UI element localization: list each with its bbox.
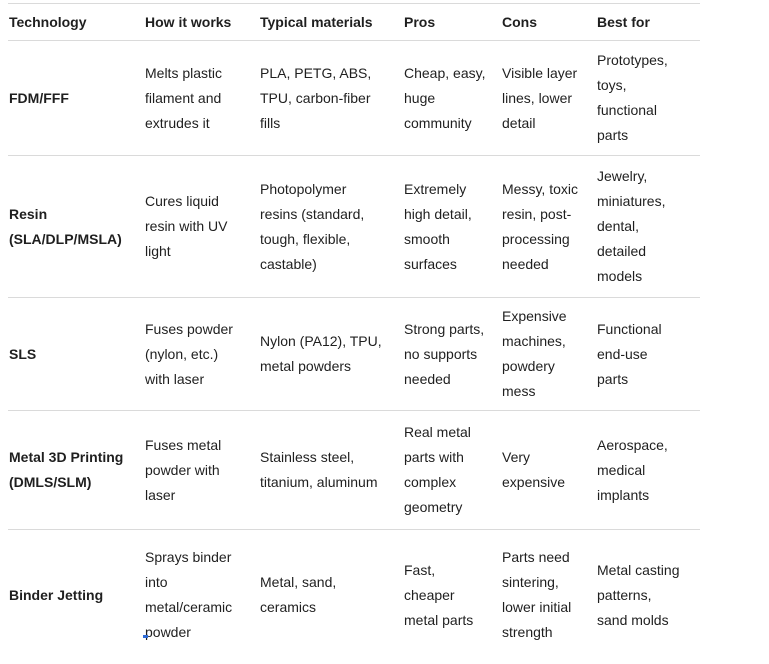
cell-typical-materials: Nylon (PA12), TPU, metal powders <box>260 333 382 374</box>
table-row-resin: Resin (SLA/DLP/MSLA) Cures liquid resin … <box>8 156 700 298</box>
cell-best-for: Aerospace, medical implants <box>597 436 668 503</box>
cell-cons: Very expensive <box>502 449 566 490</box>
cell-how-it-works: Fuses powder (nylon, etc.) with laser <box>145 320 233 387</box>
text-caret <box>143 635 148 638</box>
cell-best-for: Metal casting patterns, sand molds <box>597 561 680 628</box>
cell-cons: Parts need sintering, lower initial stre… <box>502 549 572 641</box>
cell-typical-materials: Metal, sand, ceramics <box>260 574 337 616</box>
column-header-pros: Pros <box>404 14 436 30</box>
cell-how-it-works: Cures liquid resin with UV light <box>145 193 228 259</box>
column-header-technology: Technology <box>9 14 87 30</box>
technology-comparison-table: Technology How it works Typical material… <box>8 3 700 661</box>
cell-pros: Extremely high detail, smooth surfaces <box>404 180 472 272</box>
column-header-typical-materials: Typical materials <box>260 14 373 30</box>
cell-cons: Expensive machines, powdery mess <box>502 308 567 399</box>
cell-cons: Visible layer lines, lower detail <box>502 64 578 131</box>
cell-technology: SLS <box>9 345 37 362</box>
cell-best-for: Prototypes, toys, functional parts <box>597 52 668 143</box>
column-header-best-for: Best for <box>597 14 650 30</box>
cell-cons: Messy, toxic resin, post- processing nee… <box>502 180 578 272</box>
table-row-binder-jetting: Binder Jetting Sprays binder into metal/… <box>8 530 700 661</box>
cell-technology: FDM/FFF <box>9 89 69 106</box>
table-header-row: Technology How it works Typical material… <box>8 4 700 41</box>
cell-how-it-works: Sprays binder into metal/ceramic powder <box>145 549 233 641</box>
cell-pros: Strong parts, no supports needed <box>404 320 485 387</box>
cell-typical-materials: Stainless steel, titanium, aluminum <box>260 449 378 490</box>
cell-pros: Fast, cheaper metal parts <box>404 561 474 628</box>
table-row-sls: SLS Fuses powder (nylon, etc.) with lase… <box>8 298 700 411</box>
cell-pros: Real metal parts with complex geometry <box>404 424 471 515</box>
cell-best-for: Jewelry, miniatures, dental, detailed mo… <box>597 168 666 284</box>
table-row-metal-3d-printing: Metal 3D Printing (DMLS/SLM) Fuses metal… <box>8 411 700 530</box>
cell-best-for: Functional end-use parts <box>597 320 662 387</box>
cell-typical-materials: PLA, PETG, ABS, TPU, carbon-fiber fills <box>260 64 372 131</box>
cell-technology: Binder Jetting <box>9 586 104 603</box>
cell-typical-materials: Photopolymer resins (standard, tough, fl… <box>260 180 365 272</box>
column-header-how-it-works: How it works <box>145 14 232 30</box>
cell-technology: Metal 3D Printing (DMLS/SLM) <box>9 449 124 490</box>
cell-how-it-works: Melts plastic filament and extrudes it <box>145 64 223 131</box>
cell-technology: Resin (SLA/DLP/MSLA) <box>9 205 122 247</box>
cell-pros: Cheap, easy, huge community <box>404 64 486 131</box>
column-header-cons: Cons <box>502 14 537 30</box>
table-row-fdm-fff: FDM/FFF Melts plastic filament and extru… <box>8 41 700 156</box>
cell-how-it-works: Fuses metal powder with laser <box>145 436 222 503</box>
